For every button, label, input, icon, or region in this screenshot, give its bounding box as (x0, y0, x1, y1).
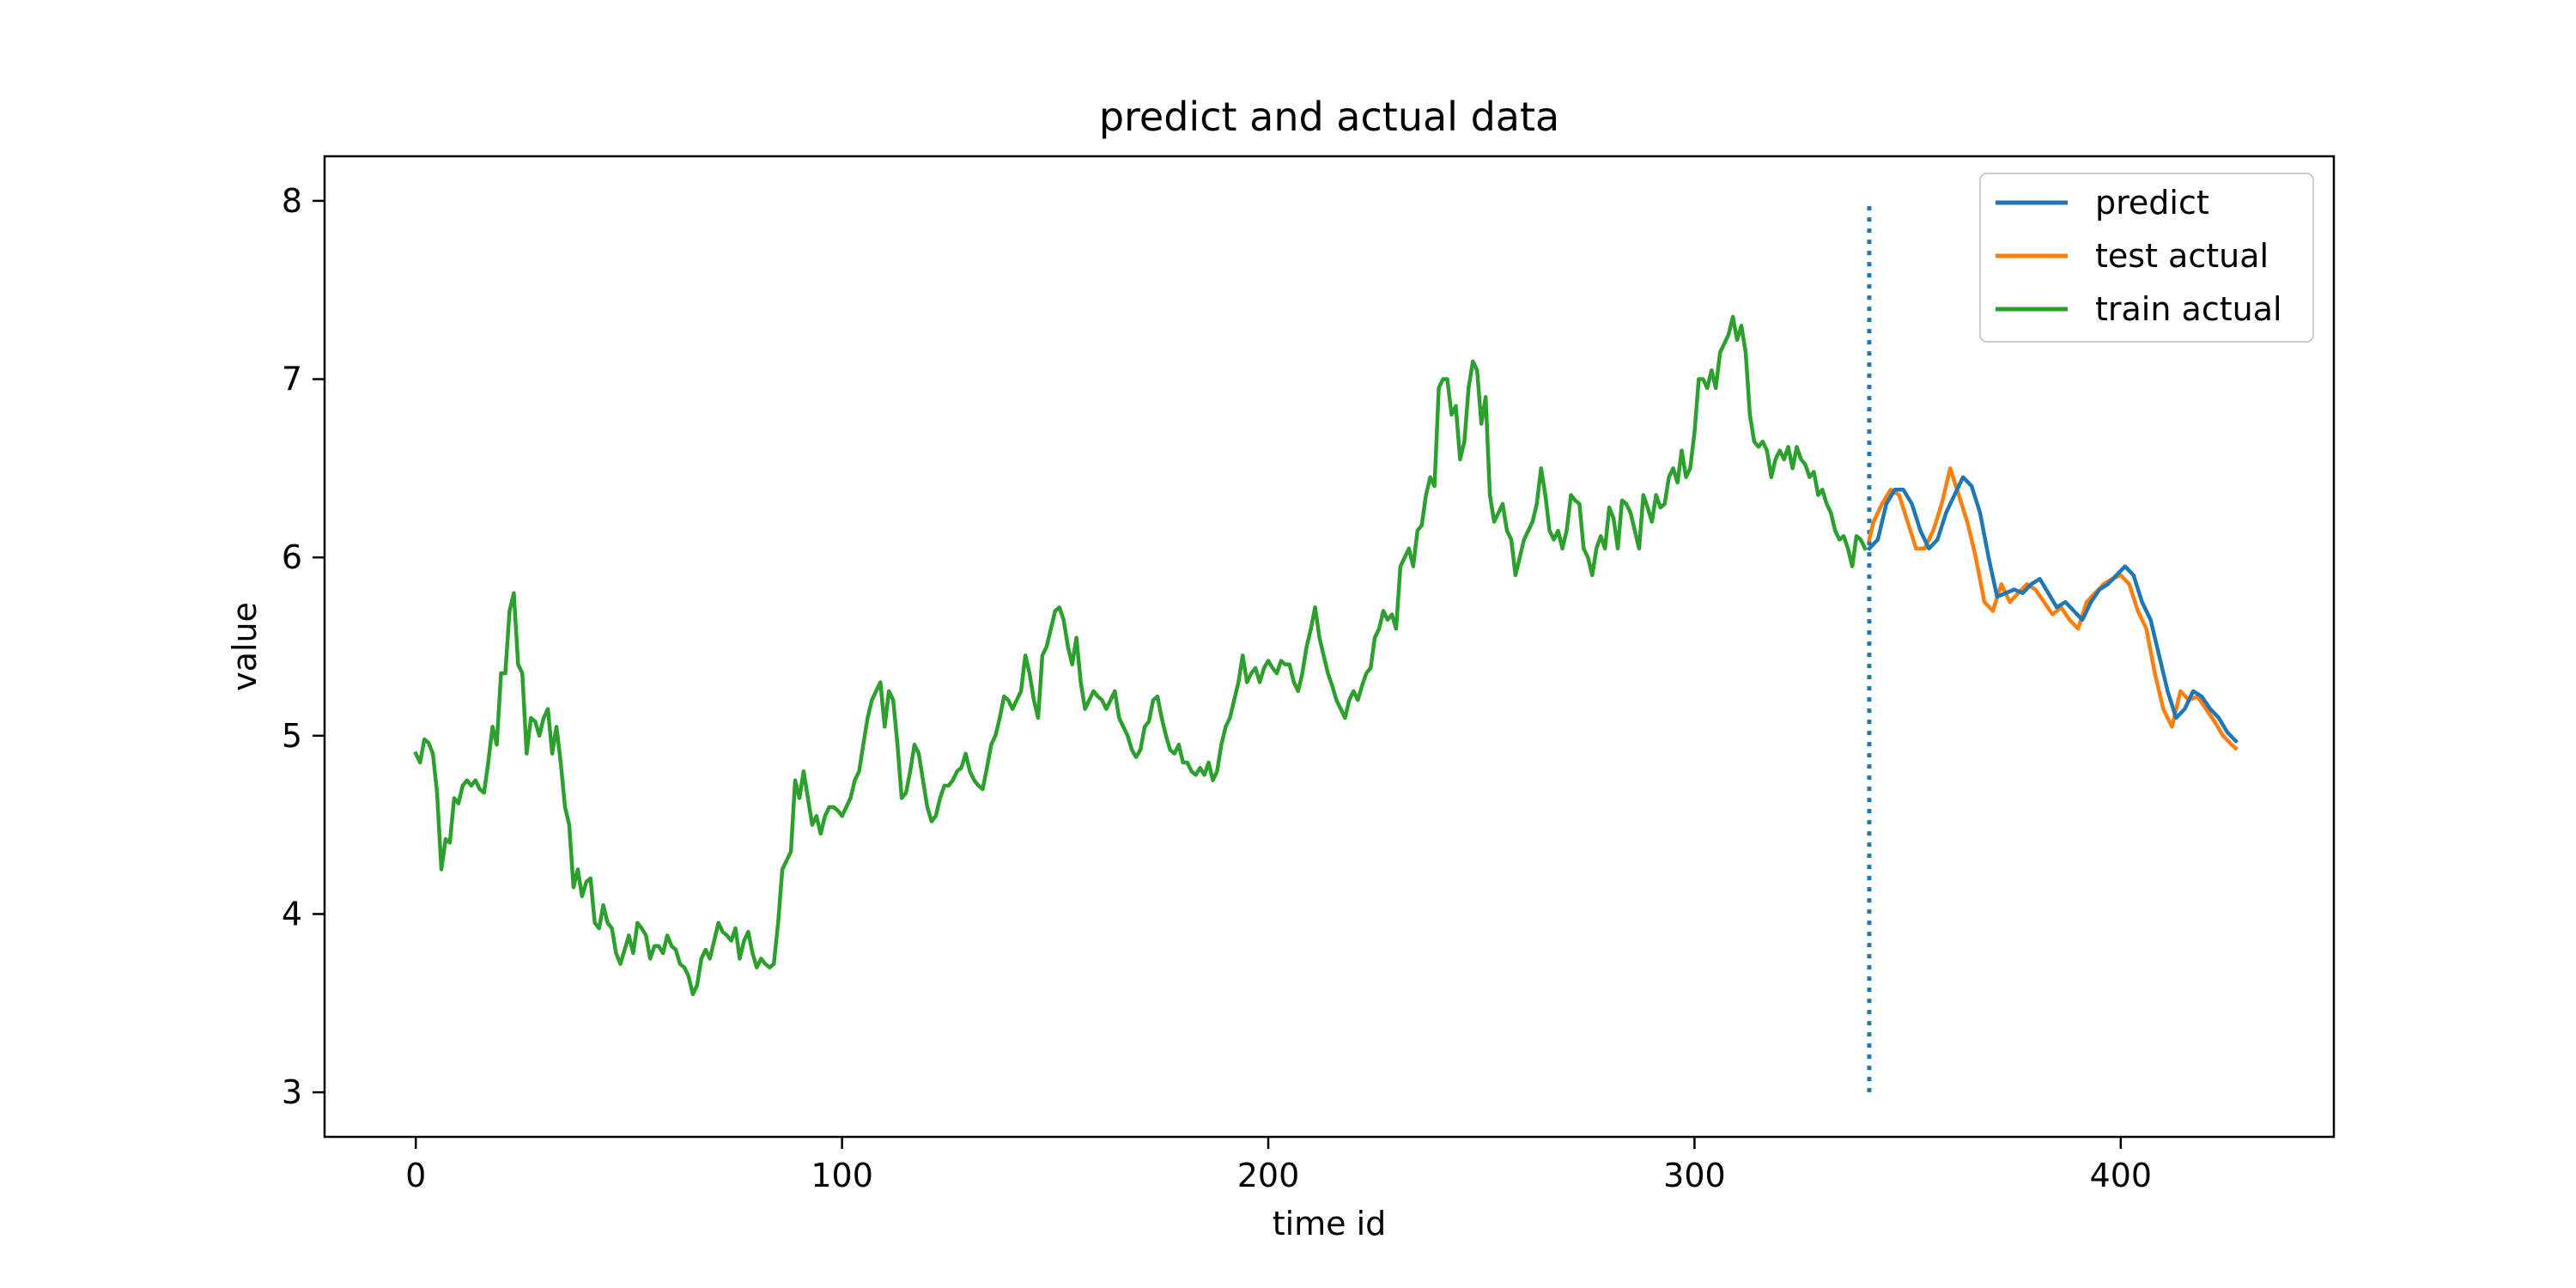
plot-area (413, 200, 2239, 1093)
legend-label: test actual (2095, 237, 2269, 275)
y-axis-label: value (226, 602, 264, 691)
x-axis-label: time id (1273, 1205, 1387, 1242)
x-tick-label: 400 (2090, 1157, 2153, 1194)
legend-label: predict (2095, 184, 2209, 222)
x-tick-label: 200 (1237, 1157, 1300, 1194)
chart-title: predict and actual data (1099, 94, 1559, 140)
x-tick-label: 0 (405, 1157, 426, 1194)
series-line-predict (1866, 475, 2239, 744)
y-tick-label: 7 (282, 361, 302, 398)
x-tick-label: 300 (1663, 1157, 1726, 1194)
axes-frame (323, 155, 2336, 1139)
y-tick-label: 3 (282, 1073, 302, 1111)
x-tick-label: 100 (811, 1157, 873, 1194)
series-line-train-actual (413, 314, 1868, 997)
legend-box (1979, 173, 2314, 343)
axes: 0 100 200 300 400 3 4 5 6 7 8 (282, 182, 2152, 1194)
legend-label: train actual (2095, 290, 2282, 328)
y-tick-label: 8 (282, 182, 302, 220)
y-tick-label: 5 (282, 717, 302, 755)
legend: predict test actual train actual (1979, 173, 2314, 343)
y-tick-label: 6 (282, 538, 302, 576)
y-tick-label: 4 (282, 895, 302, 933)
